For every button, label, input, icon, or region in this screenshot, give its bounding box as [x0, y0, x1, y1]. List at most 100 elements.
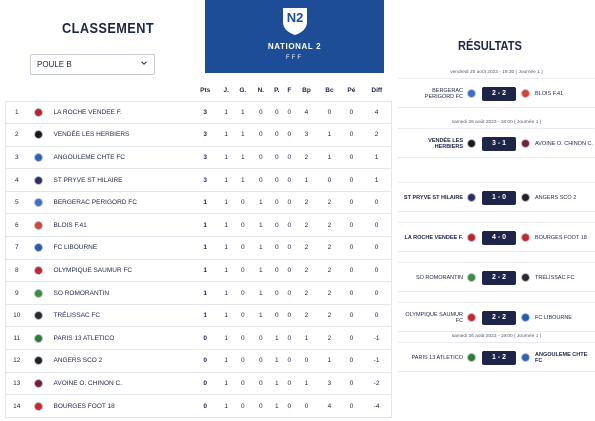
stat-cell: 0 — [340, 349, 363, 373]
stat-cell: 0 — [269, 303, 284, 327]
standings-row[interactable]: 14 BOURGES FOOT 18 0 1 0 0 1 0 0 4 0 -4 — [5, 394, 393, 418]
match-result[interactable]: samedi 26 août 2023 - 19:00 ( Journée 1 … — [398, 334, 595, 372]
team-name[interactable]: AVOINE O. CHINON C. — [49, 371, 192, 395]
club-crest-icon — [34, 130, 43, 140]
match-result[interactable]: ST PRYVE ST HILAIRE 1 - 0 ANGERS SCO 2 — [398, 182, 595, 212]
stat-cell: 0 — [233, 236, 253, 260]
club-logo-icon — [27, 326, 50, 350]
standings-row[interactable]: 13 AVOINE O. CHINON C. 0 1 0 0 1 0 1 3 0 -2 — [5, 371, 393, 395]
score-badge[interactable]: 2 - 2 — [482, 87, 516, 101]
club-logo-icon — [27, 145, 50, 169]
club-logo-icon — [27, 168, 50, 192]
team-name[interactable]: LA ROCHE VENDEE F. — [49, 100, 192, 124]
standings-row[interactable]: 5 BERGERAC PERIGORD FC 1 1 0 1 0 0 2 2 0 0 — [5, 190, 393, 214]
club-crest-icon — [34, 378, 43, 388]
standings-row[interactable]: 2 VENDÉE LES HERBIERS 3 1 1 0 0 0 3 1 0 2 — [5, 123, 393, 147]
team-name[interactable]: BLOIS F.41 — [49, 213, 192, 237]
standings-row[interactable]: 9 SO ROMORANTIN 1 1 0 1 0 0 2 2 0 0 — [5, 281, 393, 305]
team-name[interactable]: ANGERS SCO 2 — [49, 349, 192, 373]
away-team[interactable]: TRÉLISSAC FC — [535, 275, 575, 281]
score-badge[interactable]: 2 - 2 — [482, 311, 516, 325]
match-result[interactable]: samedi 26 août 2023 - 18:00 ( Journée 1 … — [398, 120, 595, 158]
match-result[interactable]: SO ROMORANTIN 2 - 2 TRÉLISSAC FC — [398, 262, 595, 292]
stat-cell: 0 — [362, 258, 393, 282]
match-card[interactable]: ST PRYVE ST HILAIRE 1 - 0 ANGERS SCO 2 — [398, 182, 595, 212]
away-team[interactable]: AVOINE O. CHINON C. — [535, 141, 593, 147]
stat-cell: -2 — [362, 371, 393, 395]
stat-cell: 0 — [283, 236, 295, 260]
stat-cell: -1 — [362, 349, 393, 373]
standings-row[interactable]: 6 BLOIS F.41 1 1 0 1 0 0 2 2 0 0 — [5, 213, 393, 237]
home-team[interactable]: PARIS 13 ATLETICO — [411, 355, 463, 361]
stat-cell: 0 — [283, 145, 295, 169]
home-team[interactable]: BERGERAC PERIGORD FC — [424, 88, 463, 100]
stat-cell: 0 — [283, 100, 295, 124]
stat-cell: 2 — [318, 213, 341, 237]
stat-cell: 0 — [294, 349, 319, 373]
home-crest-icon — [467, 313, 476, 322]
stat-cell: -4 — [362, 394, 393, 418]
standings-row[interactable]: 4 ST PRYVE ST HILAIRE 3 1 1 0 0 0 1 0 0 1 — [5, 168, 393, 192]
score-badge[interactable]: 1 - 0 — [482, 191, 516, 205]
stat-cell: 1 — [218, 168, 234, 192]
home-team[interactable]: SO ROMORANTIN — [415, 275, 463, 281]
team-name[interactable]: OLYMPIQUE SAUMUR FC — [49, 258, 192, 282]
team-name[interactable]: VENDÉE LES HERBIERS — [49, 123, 192, 147]
away-team[interactable]: ANGOULEME CHTE FC — [535, 352, 588, 364]
stat-cell: 0 — [191, 326, 219, 350]
home-crest-icon — [467, 273, 476, 282]
poule-select[interactable]: POULE B — [30, 54, 155, 75]
home-team[interactable]: LA ROCHE VENDEE F. — [404, 235, 463, 241]
team-name[interactable]: FC LIBOURNE — [49, 236, 192, 260]
stat-cell: 0 — [252, 371, 270, 395]
away-team[interactable]: ANGERS SCO 2 — [535, 195, 577, 201]
team-name[interactable]: TRÉLISSAC FC — [49, 303, 192, 327]
match-card[interactable]: LA ROCHE VENDEE F. 4 - 0 BOURGES FOOT 18 — [398, 222, 595, 252]
team-name[interactable]: SO ROMORANTIN — [49, 281, 192, 305]
standings-row[interactable]: 1 LA ROCHE VENDEE F. 3 1 1 0 0 0 4 0 0 4 — [5, 100, 393, 124]
match-card[interactable]: VENDÉE LES HERBIERS 3 - 1 AVOINE O. CHINON… — [398, 128, 595, 158]
match-card[interactable]: BERGERAC PERIGORD FC 2 - 2 BLOIS F.41 — [398, 78, 595, 108]
team-name[interactable]: PARIS 13 ATLETICO — [49, 326, 192, 350]
stat-cell: 0 — [340, 258, 363, 282]
away-team[interactable]: BOURGES FOOT 18 — [535, 235, 587, 241]
match-card[interactable]: SO ROMORANTIN 2 - 2 TRÉLISSAC FC — [398, 262, 595, 292]
home-team[interactable]: ST PRYVE ST HILAIRE — [403, 195, 463, 201]
match-result[interactable]: OLYMPIQUE SAUMUR FC 2 - 2 FC LIBOURNE — [398, 302, 595, 332]
stat-cell: 0 — [233, 213, 253, 237]
standings-row[interactable]: 7 FC LIBOURNE 1 1 0 1 0 0 2 2 0 0 — [5, 236, 393, 260]
standings-row[interactable]: 3 ANGOULEME CHTE FC 3 1 1 0 0 0 2 1 0 1 — [5, 145, 393, 169]
stat-cell: 0 — [283, 326, 295, 350]
stat-cell: 0 — [191, 394, 219, 418]
score-badge[interactable]: 2 - 2 — [482, 271, 516, 285]
competition-banner: N2 NATIONAL 2 FFF — [205, 0, 384, 73]
match-card[interactable]: PARIS 13 ATLETICO 1 - 2 ANGOULEME CHTE FC — [398, 342, 595, 372]
stat-cell: 0 — [233, 303, 253, 327]
team-name[interactable]: ST PRYVE ST HILAIRE — [49, 168, 192, 192]
stat-cell: 1 — [218, 258, 234, 282]
score-badge[interactable]: 3 - 1 — [482, 137, 516, 151]
standings-row[interactable]: 10 TRÉLISSAC FC 1 1 0 1 0 0 2 2 0 0 — [5, 303, 393, 327]
home-team[interactable]: VENDÉE LES HERBIERS — [428, 138, 463, 150]
score-badge[interactable]: 4 - 0 — [482, 231, 516, 245]
score-badge[interactable]: 1 - 2 — [482, 351, 516, 365]
club-logo-icon — [27, 100, 50, 124]
team-name[interactable]: BOURGES FOOT 18 — [49, 394, 192, 418]
team-name[interactable]: BERGERAC PERIGORD FC — [49, 190, 192, 214]
match-card[interactable]: OLYMPIQUE SAUMUR FC 2 - 2 FC LIBOURNE — [398, 302, 595, 332]
away-team[interactable]: FC LIBOURNE — [535, 315, 572, 321]
stat-cell: 0 — [269, 236, 284, 260]
standings-row[interactable]: 12 ANGERS SCO 2 0 1 0 0 1 0 0 1 0 -1 — [5, 349, 393, 373]
away-team[interactable]: BLOIS F.41 — [535, 91, 564, 97]
stat-cell: 1 — [218, 394, 234, 418]
standings-row[interactable]: 11 PARIS 13 ATLETICO 0 1 0 0 1 0 1 2 0 -1 — [5, 326, 393, 350]
column-header: P. — [274, 87, 280, 95]
match-result[interactable]: vendredi 25 août 2023 - 19:30 ( Journée … — [398, 70, 595, 108]
team-name[interactable]: ANGOULEME CHTE FC — [49, 145, 192, 169]
standings-row[interactable]: 8 OLYMPIQUE SAUMUR FC 1 1 0 1 0 0 2 2 0 0 — [5, 258, 393, 282]
stat-cell: 1 — [218, 281, 234, 305]
stat-cell: 0 — [252, 168, 270, 192]
stat-cell: 0 — [269, 168, 284, 192]
match-result[interactable]: LA ROCHE VENDEE F. 4 - 0 BOURGES FOOT 18 — [398, 222, 595, 252]
home-team[interactable]: OLYMPIQUE SAUMUR FC — [405, 312, 463, 324]
